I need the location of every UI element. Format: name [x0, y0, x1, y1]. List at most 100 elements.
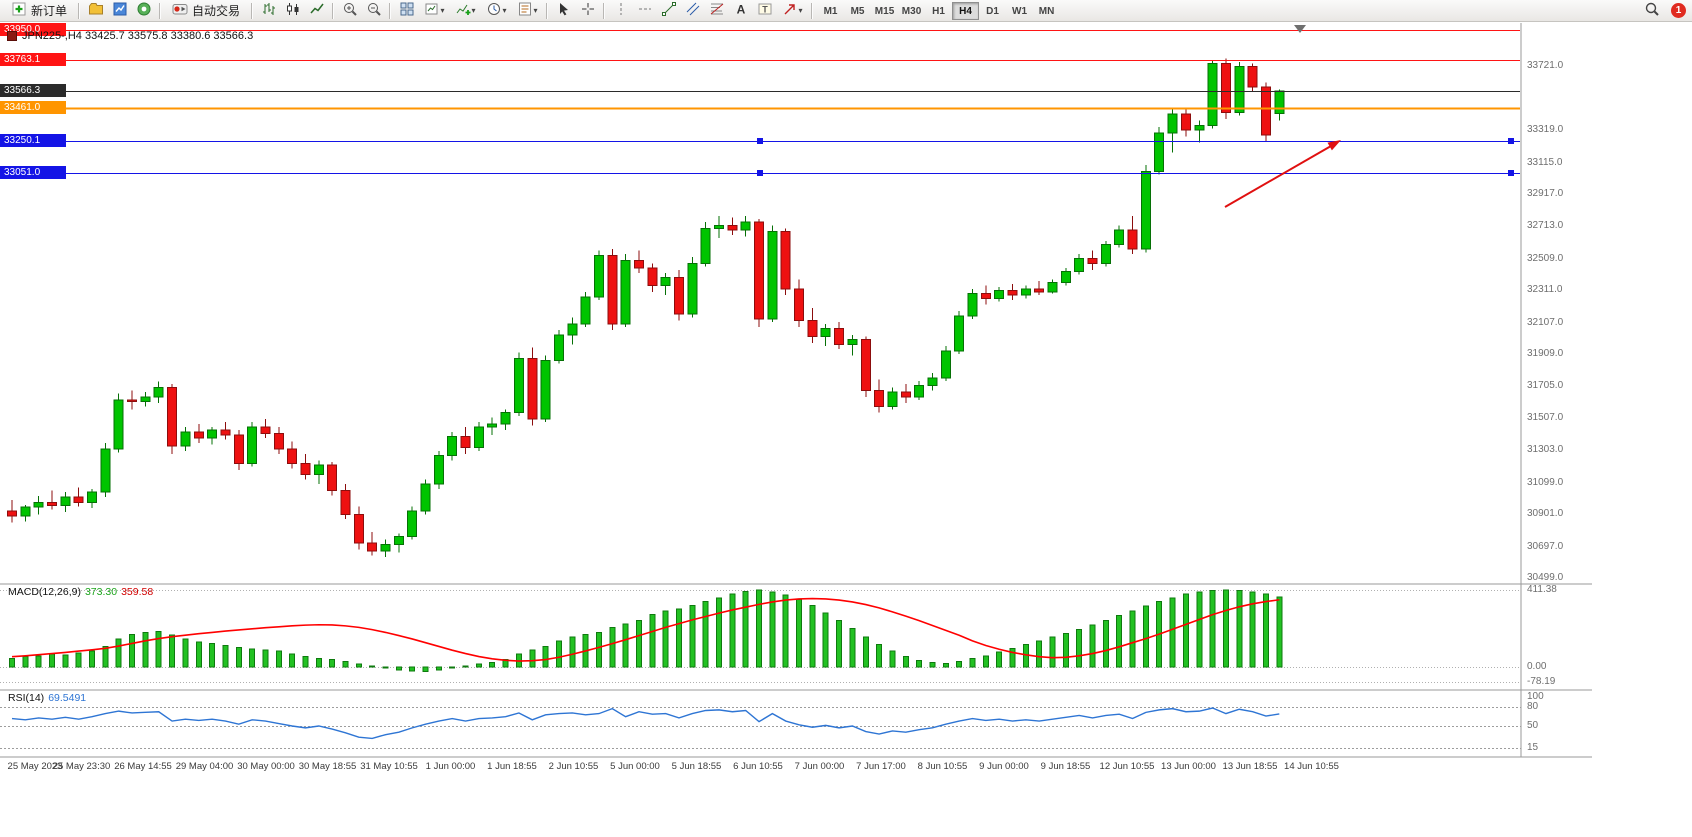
- timeframe-d1-button[interactable]: D1: [979, 2, 1006, 20]
- macd-histogram-bar: [275, 650, 282, 668]
- periods-button[interactable]: ▾: [481, 1, 511, 20]
- candle-body: [1074, 258, 1085, 272]
- candle-body: [820, 328, 831, 337]
- candle-body: [874, 389, 885, 407]
- trendline-button[interactable]: [657, 1, 680, 20]
- notification-badge[interactable]: 1: [1671, 3, 1686, 18]
- macd-histogram-bar: [756, 589, 763, 668]
- macd-histogram-bar: [22, 656, 29, 668]
- macd-histogram-bar: [889, 650, 896, 668]
- navigator-button[interactable]: [132, 1, 155, 20]
- timeframe-m1-button[interactable]: M1: [817, 2, 844, 20]
- candle-body: [620, 259, 631, 325]
- candle-body: [1140, 170, 1151, 250]
- auto-trading-label: 自动交易: [192, 4, 241, 18]
- candle-body: [33, 501, 44, 508]
- macd-histogram-bar: [435, 666, 442, 671]
- timeframe-h1-button[interactable]: H1: [925, 2, 952, 20]
- macd-histogram-bar: [195, 641, 202, 668]
- macd-histogram-bar: [716, 597, 723, 668]
- macd-histogram-bar: [9, 658, 15, 668]
- fibonacci-button[interactable]: [705, 1, 728, 20]
- candle-body: [633, 259, 644, 269]
- new-order-button[interactable]: 新订单: [4, 1, 74, 20]
- trend-arrow-object[interactable]: [1224, 145, 1332, 208]
- macd-histogram-bar: [836, 619, 843, 668]
- macd-histogram-bar: [1102, 619, 1109, 668]
- macd-histogram-bar: [569, 636, 576, 668]
- candle-body: [380, 543, 391, 552]
- vertical-line-button[interactable]: [609, 1, 632, 20]
- timeframe-h4-button[interactable]: H4: [952, 2, 980, 21]
- line-chart-button[interactable]: [305, 1, 328, 20]
- tile-windows-button[interactable]: [395, 1, 418, 20]
- macd-histogram-bar: [689, 604, 696, 668]
- zoom-out-button[interactable]: [362, 1, 385, 20]
- channel-button[interactable]: [681, 1, 704, 20]
- candle-body: [1127, 229, 1138, 250]
- line-chart-icon: [309, 1, 325, 20]
- macd-histogram-bar: [475, 663, 482, 668]
- text-label-button[interactable]: T: [753, 1, 776, 20]
- toolbar-separator: [811, 2, 814, 19]
- timeframe-m5-button[interactable]: M5: [844, 2, 871, 20]
- line-handle[interactable]: [1508, 138, 1514, 144]
- line-handle[interactable]: [7, 170, 13, 176]
- macd-histogram-bar: [649, 614, 656, 668]
- text-button[interactable]: A: [729, 1, 752, 20]
- zoom-in-button[interactable]: [338, 1, 361, 20]
- trendline-icon: [661, 1, 677, 20]
- candle-body: [553, 334, 564, 361]
- search-icon: [1644, 1, 1660, 20]
- trend-arrow-head[interactable]: [1327, 140, 1342, 151]
- templates-button[interactable]: ▾: [512, 1, 542, 20]
- market-watch-icon: [112, 1, 128, 20]
- candle-body: [1247, 66, 1258, 88]
- timeframe-mn-button[interactable]: MN: [1033, 2, 1060, 20]
- toolbar-separator: [159, 2, 162, 19]
- new-chart-button[interactable]: ▾: [419, 1, 449, 20]
- crosshair-button[interactable]: [576, 1, 599, 20]
- candle-body: [460, 436, 471, 449]
- candle-body: [1034, 288, 1045, 293]
- market-watch-button[interactable]: [108, 1, 131, 20]
- line-handle[interactable]: [757, 170, 763, 176]
- candle-body: [247, 426, 258, 465]
- candle-body: [300, 463, 311, 476]
- candlestick-chart-button[interactable]: [281, 1, 304, 20]
- bar-chart-button[interactable]: [257, 1, 280, 20]
- line-handle[interactable]: [757, 138, 763, 144]
- macd-histogram-bar: [1262, 593, 1269, 668]
- timeframe-w1-button[interactable]: W1: [1006, 2, 1033, 20]
- macd-histogram-bar: [382, 666, 389, 669]
- macd-histogram-bar: [1089, 624, 1096, 668]
- line-handle[interactable]: [7, 138, 13, 144]
- macd-histogram-bar: [1062, 632, 1069, 668]
- macd-histogram-bar: [222, 644, 229, 668]
- macd-histogram-bar: [1116, 615, 1123, 668]
- macd-histogram-bar: [1076, 629, 1083, 668]
- crosshair-icon: [580, 1, 596, 20]
- fibonacci-icon: [709, 1, 725, 20]
- candle-body: [540, 359, 551, 420]
- candle-body: [700, 227, 711, 264]
- timeframe-m15-button[interactable]: M15: [871, 2, 898, 20]
- horizontal-line-button[interactable]: [633, 1, 656, 20]
- macd-histogram-bar: [115, 638, 122, 668]
- arrows-button[interactable]: ▾: [777, 1, 807, 20]
- cursor-button[interactable]: [552, 1, 575, 20]
- candle-body: [900, 391, 911, 398]
- indicators-button[interactable]: ▾: [450, 1, 480, 20]
- search-button[interactable]: [1640, 1, 1663, 20]
- auto-trading-icon: [172, 1, 188, 20]
- profiles-button[interactable]: [84, 1, 107, 20]
- auto-trading-button[interactable]: 自动交易: [165, 1, 247, 20]
- candle-body: [954, 315, 965, 352]
- line-handle[interactable]: [1508, 170, 1514, 176]
- candle-body: [834, 328, 845, 345]
- macd-histogram-bar: [49, 653, 56, 668]
- timeframe-m30-button[interactable]: M30: [898, 2, 925, 20]
- candle-body: [1007, 289, 1018, 296]
